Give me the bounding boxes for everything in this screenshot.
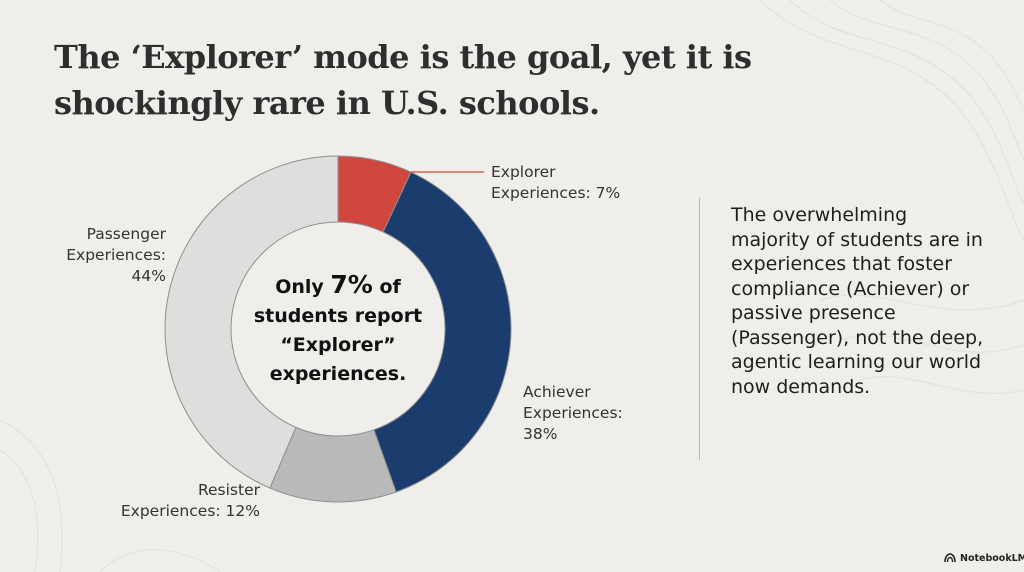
center-suffix: of students report “Explorer” experience… bbox=[253, 276, 423, 385]
achiever-label-line1: Achiever bbox=[523, 383, 591, 401]
passenger-label: Passenger Experiences: 44% bbox=[26, 224, 166, 287]
resister-label-line2: Experiences: 12% bbox=[120, 502, 260, 520]
resister-label-line1: Resister bbox=[197, 481, 260, 499]
explorer-label: Explorer Experiences: 7% bbox=[491, 162, 681, 204]
center-highlight: 7% bbox=[330, 270, 373, 299]
summary-paragraph: The overwhelming majority of students ar… bbox=[731, 204, 984, 398]
achiever-label-line3: 38% bbox=[523, 425, 558, 443]
passenger-label-line1: Passenger bbox=[86, 225, 166, 243]
passenger-label-line3: 44% bbox=[131, 267, 166, 285]
achiever-label-line2: Experiences: bbox=[523, 404, 623, 422]
brand-watermark: NotebookLM bbox=[944, 551, 1024, 565]
achiever-label: Achiever Experiences: 38% bbox=[523, 382, 713, 445]
slice-achiever bbox=[373, 171, 512, 493]
explorer-label-line1: Explorer bbox=[491, 163, 556, 181]
brand-label: NotebookLM bbox=[960, 552, 1024, 564]
vertical-divider bbox=[699, 198, 700, 460]
page-title: The ‘Explorer’ mode is the goal, yet it … bbox=[54, 38, 752, 122]
slice-passenger bbox=[164, 155, 339, 489]
notebooklm-logo-icon bbox=[944, 553, 956, 563]
explorer-label-line2: Experiences: 7% bbox=[491, 184, 621, 202]
resister-label: Resister Experiences: 12% bbox=[100, 480, 260, 522]
passenger-label-line2: Experiences: bbox=[66, 246, 166, 264]
donut-center-callout: Only 7% of students report “Explorer” ex… bbox=[233, 270, 443, 389]
center-prefix: Only bbox=[275, 276, 324, 298]
